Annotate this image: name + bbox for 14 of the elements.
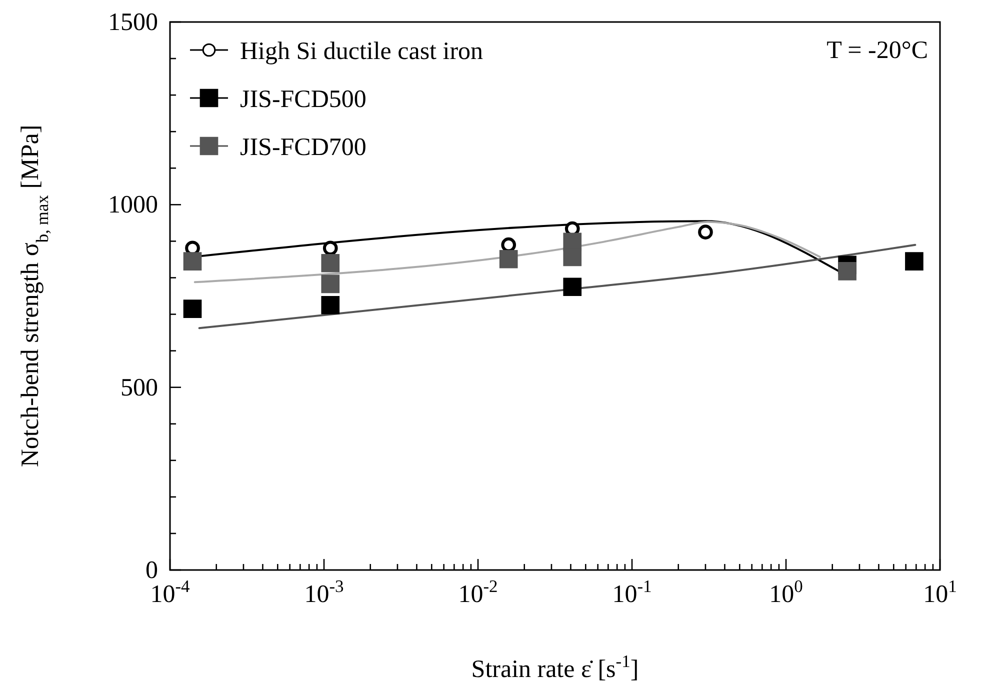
- y-tick-label: 0: [146, 557, 158, 584]
- legend-label: JIS-FCD500: [240, 86, 366, 113]
- x-axis-title: Strain rate ε̇ [s$^{-1}$]: [471, 651, 639, 683]
- x-tick-label: 10$^{-3}$: [304, 576, 344, 608]
- x-tick-label: 10$^{0}$: [769, 576, 804, 608]
- y-tick-label: 1000: [108, 192, 158, 219]
- x-tick-label: 10$^{1}$: [923, 576, 957, 608]
- legend-label: High Si ductile cast iron: [240, 38, 484, 65]
- y-tick-label: 1500: [108, 9, 158, 36]
- y-tick-label: 500: [120, 374, 158, 402]
- x-tick-label: 10$^{-2}$: [458, 576, 498, 608]
- x-tick-label: 10$^{-1}$: [612, 576, 652, 608]
- annotation: T = -20°C: [826, 37, 928, 64]
- legend-label: JIS-FCD700: [240, 134, 366, 161]
